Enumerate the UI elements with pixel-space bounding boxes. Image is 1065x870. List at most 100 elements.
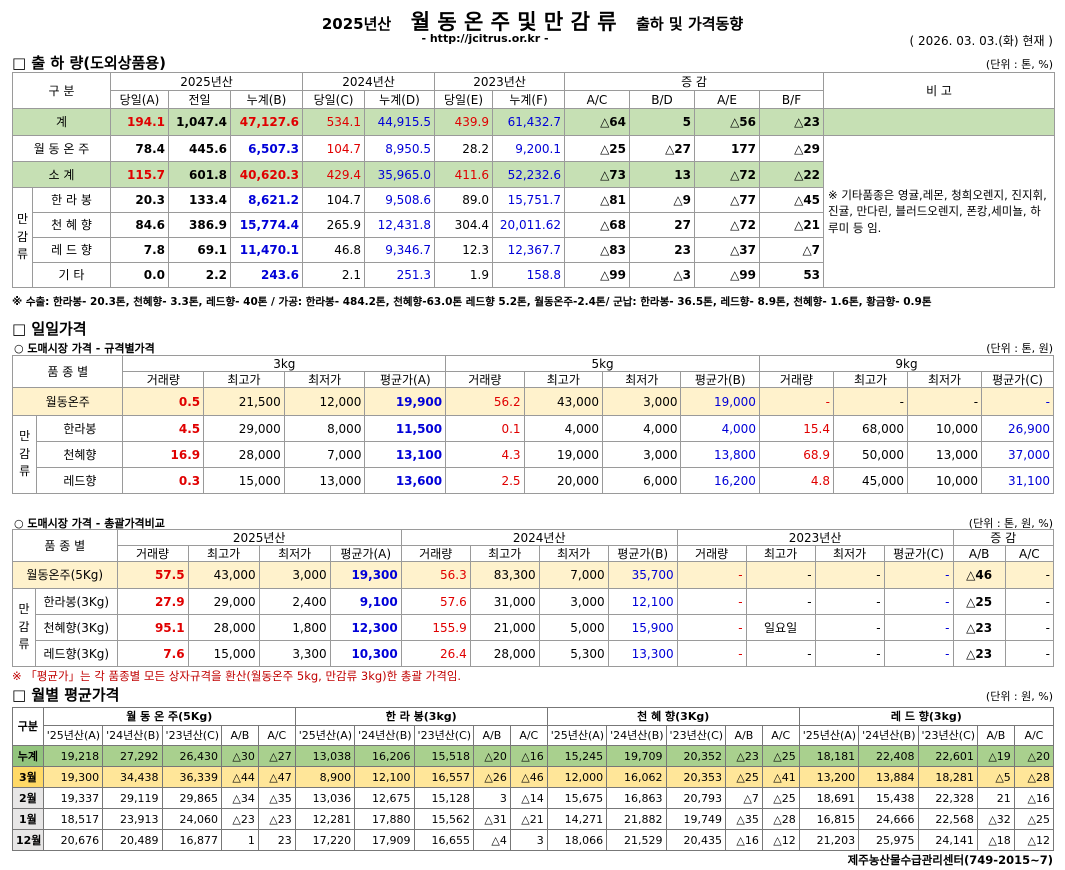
header-2023: 2023년산 <box>434 72 565 91</box>
table-cell: 13,200 <box>798 766 860 788</box>
header-kind: 품 종 별 <box>12 529 118 562</box>
subheader: 최저가 <box>283 371 366 388</box>
table-cell: △18 <box>976 829 1015 851</box>
table-row: 2월 19,337 29,119 29,865 △34 △35 13,036 12,675 15… <box>12 787 1055 809</box>
table-cell: 29,865 <box>161 787 222 809</box>
table-cell: 18,281 <box>917 766 978 788</box>
subheader: 거래량 <box>122 371 205 388</box>
table-cell: 15,675 <box>546 787 608 809</box>
table-row: 레드향 0.3 15,000 13,000 13,600 2.5 20,000 … <box>13 467 1054 494</box>
table-cell: △47 <box>257 766 296 788</box>
table-row: 월동온주 0.5 21,500 12,000 19,900 56.2 43,00… <box>11 387 1054 416</box>
table-cell: △16 <box>509 745 548 767</box>
table-cell: △20 <box>472 745 511 767</box>
subheader: 최저가 <box>258 545 331 562</box>
shipment-unit: (단위 : 톤, %) <box>985 58 1053 71</box>
subheader: 평균가(C) <box>883 545 954 562</box>
table-cell: 12,100 <box>354 766 415 788</box>
page-title: 월 동 온 주 및 만 감 류 <box>410 10 617 34</box>
table-cell: △12 <box>1013 829 1055 851</box>
site-url[interactable]: - http://jcitrus.or.kr - <box>421 32 549 45</box>
subheader: 평균가(A) <box>329 545 402 562</box>
subheader: A/C <box>564 90 630 109</box>
header-size: 9kg <box>758 355 1055 372</box>
table-cell: △25 <box>1013 808 1055 830</box>
table-cell: △28 <box>761 808 800 830</box>
table-cell: 23 <box>257 829 296 851</box>
table-cell: △14 <box>509 787 548 809</box>
subheader: 거래량 <box>676 545 747 562</box>
table-cell: △25 <box>761 745 800 767</box>
subheader: 최고가 <box>187 545 260 562</box>
header-year: 2024년산 <box>400 529 678 546</box>
subheader: '24년산(B) <box>354 725 415 746</box>
daily-size-table: 품 종 별 3kg 5kg 9kg 거래량 최고가 최저가 평균가(A) 거래량… <box>11 355 1055 494</box>
table-cell: 17,880 <box>354 808 415 830</box>
header-note: 비 고 <box>823 72 1056 109</box>
subheader: '25년산(A) <box>294 725 356 746</box>
table-cell: △28 <box>1013 766 1055 788</box>
table-cell: 16,655 <box>413 829 474 851</box>
table-row: 3월 19,300 34,438 36,339 △44 △47 8,900 12,100 16,… <box>12 766 1055 788</box>
table-row: 만 감 류 한라봉 4.5 29,000 8,000 11,500 0.1 4,… <box>11 415 1054 494</box>
header-group: 천 혜 향(3Kg) <box>546 707 800 726</box>
table-cell: 1 <box>220 829 259 851</box>
table-cell: 12,675 <box>354 787 415 809</box>
shipment-section-title: □ 출 하 량(도외상품용) <box>12 54 166 72</box>
header-group: 레 드 향(3kg) <box>798 707 1055 726</box>
monthly-section-title: □ 월별 평균가격 <box>12 686 120 704</box>
subheader: 누계(F) <box>492 90 565 109</box>
subheader: 당일(E) <box>434 90 493 109</box>
remark-cell: ※ 기타품종은 영귤,레몬, 청희오렌지, 진지휘, 진귤, 만다린, 블러드오… <box>823 135 1056 288</box>
table-cell: 13,884 <box>858 766 919 788</box>
table-cell: 12,000 <box>546 766 608 788</box>
daily-section-title: □ 일일가격 <box>12 320 87 338</box>
subheader: 최고가 <box>203 371 285 388</box>
subheader: 평균가(B) <box>607 545 678 562</box>
table-cell: 19,749 <box>665 808 726 830</box>
mandarin-group-label: 만 감 류 <box>11 415 38 494</box>
table-row: 레 드 향 7.8 69.1 11,470.1 46.8 9,346.7 12.… <box>13 237 1055 263</box>
table-cell: 24,666 <box>858 808 919 830</box>
table-cell: △23 <box>220 808 259 830</box>
table-cell: △20 <box>1013 745 1055 767</box>
shipment-footnote: ※ 수출: 한라봉- 20.3톤, 천혜향- 3.3톤, 레드향- 40톤 / … <box>12 296 932 308</box>
subheader: '25년산(A) <box>546 725 608 746</box>
table-cell: △12 <box>761 829 800 851</box>
table-cell: 19,218 <box>42 745 104 767</box>
table-cell: 3 <box>472 787 511 809</box>
subheader: A/C <box>1004 545 1055 562</box>
table-cell: 34,438 <box>102 766 163 788</box>
table-row: 만 감 류 한 라 봉 20.3 133.4 8,621.2 104.7 9,5… <box>12 187 1055 288</box>
table-cell: 20,352 <box>665 745 726 767</box>
subheader: '23년산(C) <box>917 725 978 746</box>
table-row: 천혜향 16.9 28,000 7,000 13,100 4.3 19,000 … <box>13 441 1054 468</box>
table-cell: △25 <box>761 787 800 809</box>
header-year: 2025년산 <box>116 529 402 546</box>
subheader: 평균가(C) <box>981 371 1054 388</box>
table-cell: 22,328 <box>917 787 978 809</box>
subheader: '24년산(B) <box>858 725 919 746</box>
header-kind: 품 종 별 <box>11 355 124 388</box>
table-cell: 18,517 <box>42 808 104 830</box>
subheader: 전일 <box>168 90 231 109</box>
table-cell: 24,141 <box>917 829 978 851</box>
subheader: 거래량 <box>445 371 525 388</box>
table-cell: 16,863 <box>606 787 667 809</box>
subheader: A/B <box>724 725 763 746</box>
subheader: A/C <box>761 725 800 746</box>
table-cell: 15,245 <box>546 745 608 767</box>
subheader: A/C <box>257 725 296 746</box>
row-label: 2월 <box>12 787 44 809</box>
table-cell: 16,062 <box>606 766 667 788</box>
table-cell: △23 <box>724 745 763 767</box>
subheader: 최고가 <box>469 545 540 562</box>
table-cell: 13,036 <box>294 787 356 809</box>
row-label: 누계 <box>12 745 44 767</box>
subheader: '25년산(A) <box>798 725 860 746</box>
table-cell: 16,815 <box>798 808 860 830</box>
monthly-table: 구분 월 동 온 주(5Kg) 한 라 봉(3kg) 천 혜 향(3Kg) 레 … <box>12 707 1055 851</box>
table-row: 계 194.1 1,047.4 47,127.6 534.1 44,915.5 … <box>12 108 1056 136</box>
table-cell: △16 <box>1013 787 1055 809</box>
subheader: 당일(C) <box>302 90 365 109</box>
